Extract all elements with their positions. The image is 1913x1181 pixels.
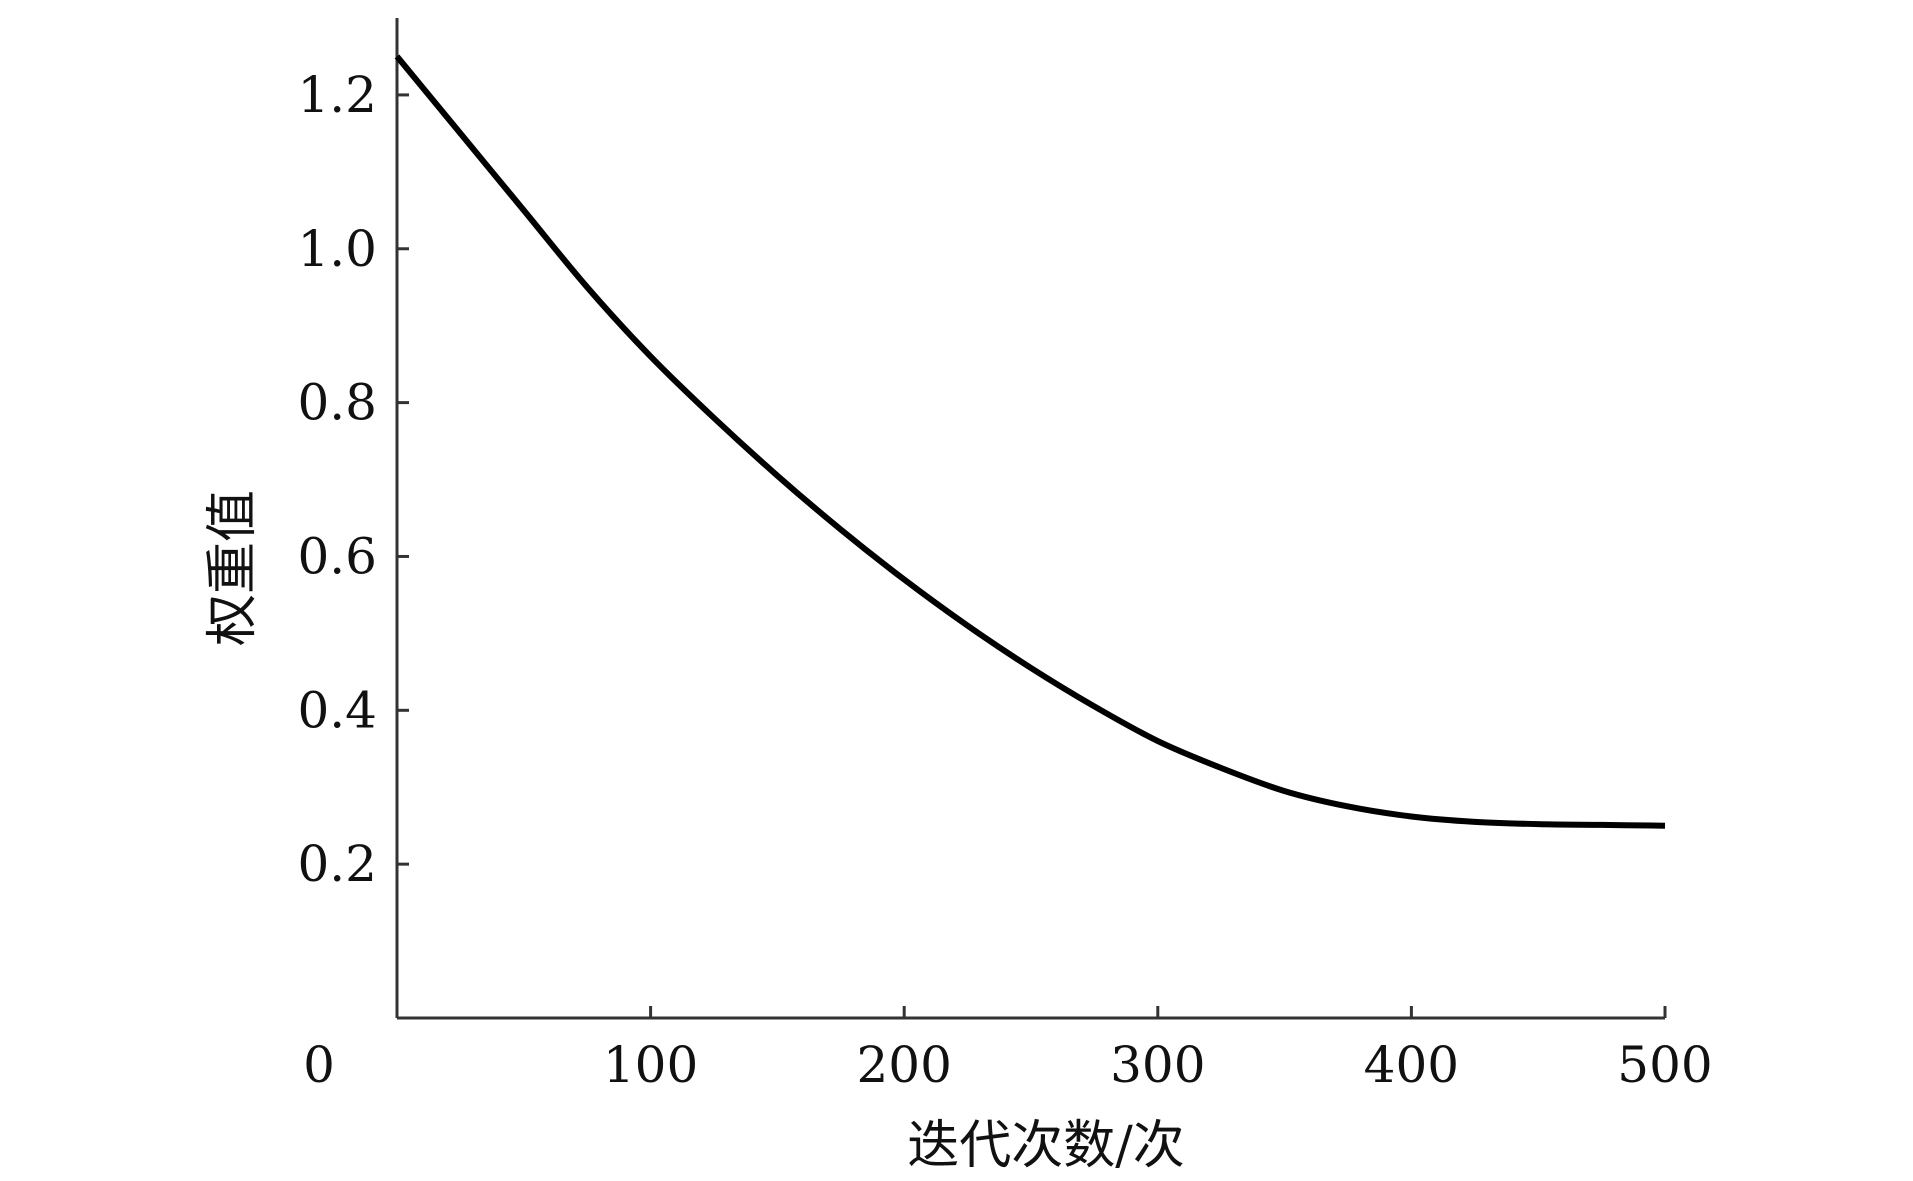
plot-area: 0.2 0.4 0.6 0.8 1.0 1.2 0 100 200 300 400 500: [297, 18, 1713, 1094]
x-tick-label: 500: [1617, 1036, 1712, 1094]
y-tick-label: 1.2: [297, 66, 377, 124]
x-tick-label: 100: [603, 1036, 698, 1094]
series-line: [394, 54, 1666, 829]
y-tick-label: 0.2: [297, 835, 377, 893]
x-tick-label: 0: [303, 1036, 335, 1094]
y-tick-label: 1.0: [297, 220, 377, 278]
x-tick-label: 200: [856, 1036, 951, 1094]
x-axis-ticks: 0 100 200 300 400 500: [303, 1006, 1713, 1094]
x-tick-label: 300: [1110, 1036, 1205, 1094]
y-tick-label: 0.4: [297, 681, 377, 739]
y-tick-label: 0.8: [297, 374, 377, 432]
y-tick-label: 0.6: [297, 527, 377, 585]
x-tick-label: 400: [1364, 1036, 1459, 1094]
y-axis-title: 权重值: [203, 490, 263, 646]
x-axis-title: 迭代次数/次: [907, 1116, 1185, 1176]
series-group: [394, 54, 1666, 829]
y-axis-ticks: 0.2 0.4 0.6 0.8 1.0 1.2: [297, 66, 409, 893]
